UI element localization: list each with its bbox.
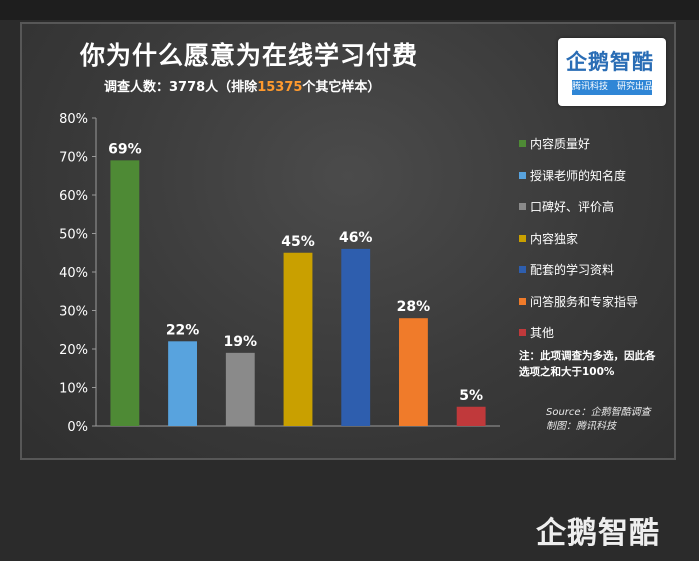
chart-title: 你为什么愿意为在线学习付费 bbox=[80, 41, 419, 70]
legend-label: 配套的学习资料 bbox=[530, 263, 615, 278]
survey-note: 注：此项调查为多选，因此各选项之和大于100% bbox=[519, 350, 656, 378]
legend-swatch bbox=[519, 329, 526, 337]
legend-label: 问答服务和专家指导 bbox=[530, 294, 639, 309]
chart-legend: 内容质量好授课老师的知名度 口碑好、评价高 内容独家配套的学习资料问答服务和专家指导… bbox=[519, 128, 679, 349]
legend-swatch bbox=[519, 140, 526, 148]
legend-item: 问答服务和专家指导 bbox=[519, 286, 679, 318]
y-tick-label: 10% bbox=[59, 382, 88, 397]
legend-swatch bbox=[519, 297, 526, 305]
bar bbox=[399, 318, 428, 426]
subtitle-highlight: 15375 bbox=[257, 80, 303, 95]
y-tick-label: 60% bbox=[59, 189, 88, 204]
legend-label: 口碑好、评价高 bbox=[530, 200, 615, 215]
legend-swatch bbox=[519, 203, 526, 211]
chart-subtitle: 调查人数：3778人（排除15375个其它样本） bbox=[104, 76, 544, 95]
bar-value-label: 22% bbox=[166, 322, 200, 338]
y-tick-label: 80% bbox=[59, 112, 88, 127]
bar bbox=[225, 352, 255, 426]
bar bbox=[456, 406, 486, 426]
watermark-logo: 企鹅智酷 bbox=[536, 516, 660, 551]
y-tick-label: 0% bbox=[67, 420, 88, 435]
y-tick-label: 40% bbox=[59, 266, 88, 281]
bar-value-label: 5% bbox=[459, 388, 483, 404]
y-tick-label: 20% bbox=[59, 343, 88, 358]
y-tick-label: 30% bbox=[59, 305, 88, 320]
bar bbox=[341, 248, 371, 426]
logo-tagline: 腾讯科技 研究出品 bbox=[572, 80, 653, 95]
bar-value-label: 69% bbox=[108, 141, 142, 157]
legend-label: 内容独家 bbox=[530, 231, 579, 246]
source-credit: Source：企鹅智酷调查 制图：腾讯科技 bbox=[546, 406, 676, 434]
legend-item: 口碑好、评价高 bbox=[519, 191, 679, 223]
legend-label: 其他 bbox=[530, 326, 555, 341]
credit-line: 制图：腾讯科技 bbox=[546, 421, 616, 432]
bar-value-label: 45% bbox=[281, 234, 315, 250]
subtitle-suffix: 个其它样本） bbox=[302, 80, 381, 95]
legend-swatch bbox=[519, 234, 526, 242]
bar-value-label: 28% bbox=[397, 299, 431, 315]
subtitle-prefix: 调查人数：3778人（排除 bbox=[104, 80, 258, 95]
legend-item: 授课老师的知名度 bbox=[519, 160, 679, 192]
legend-swatch bbox=[519, 171, 526, 179]
top-strip bbox=[0, 0, 699, 20]
bar bbox=[283, 252, 313, 426]
y-tick-label: 50% bbox=[59, 228, 88, 243]
logo-mark: 企鹅智酷 bbox=[566, 50, 654, 74]
legend-item: 内容独家 bbox=[519, 223, 679, 255]
logo-badge: 企鹅智酷 腾讯科技 研究出品 bbox=[558, 38, 666, 106]
legend-swatch bbox=[519, 266, 526, 274]
bar-value-label: 46% bbox=[339, 230, 373, 246]
bar-value-label: 19% bbox=[224, 334, 258, 350]
source-line: Source：企鹅智酷调查 bbox=[546, 407, 651, 418]
legend-label: 授课老师的知名度 bbox=[530, 168, 627, 183]
legend-item: 配套的学习资料 bbox=[519, 254, 679, 286]
bar bbox=[168, 341, 197, 426]
legend-label: 内容质量好 bbox=[530, 137, 591, 152]
legend-item: 内容质量好 bbox=[519, 128, 679, 160]
y-tick-label: 70% bbox=[59, 151, 88, 166]
legend-item: 其他 bbox=[519, 317, 679, 349]
bar bbox=[110, 160, 140, 426]
